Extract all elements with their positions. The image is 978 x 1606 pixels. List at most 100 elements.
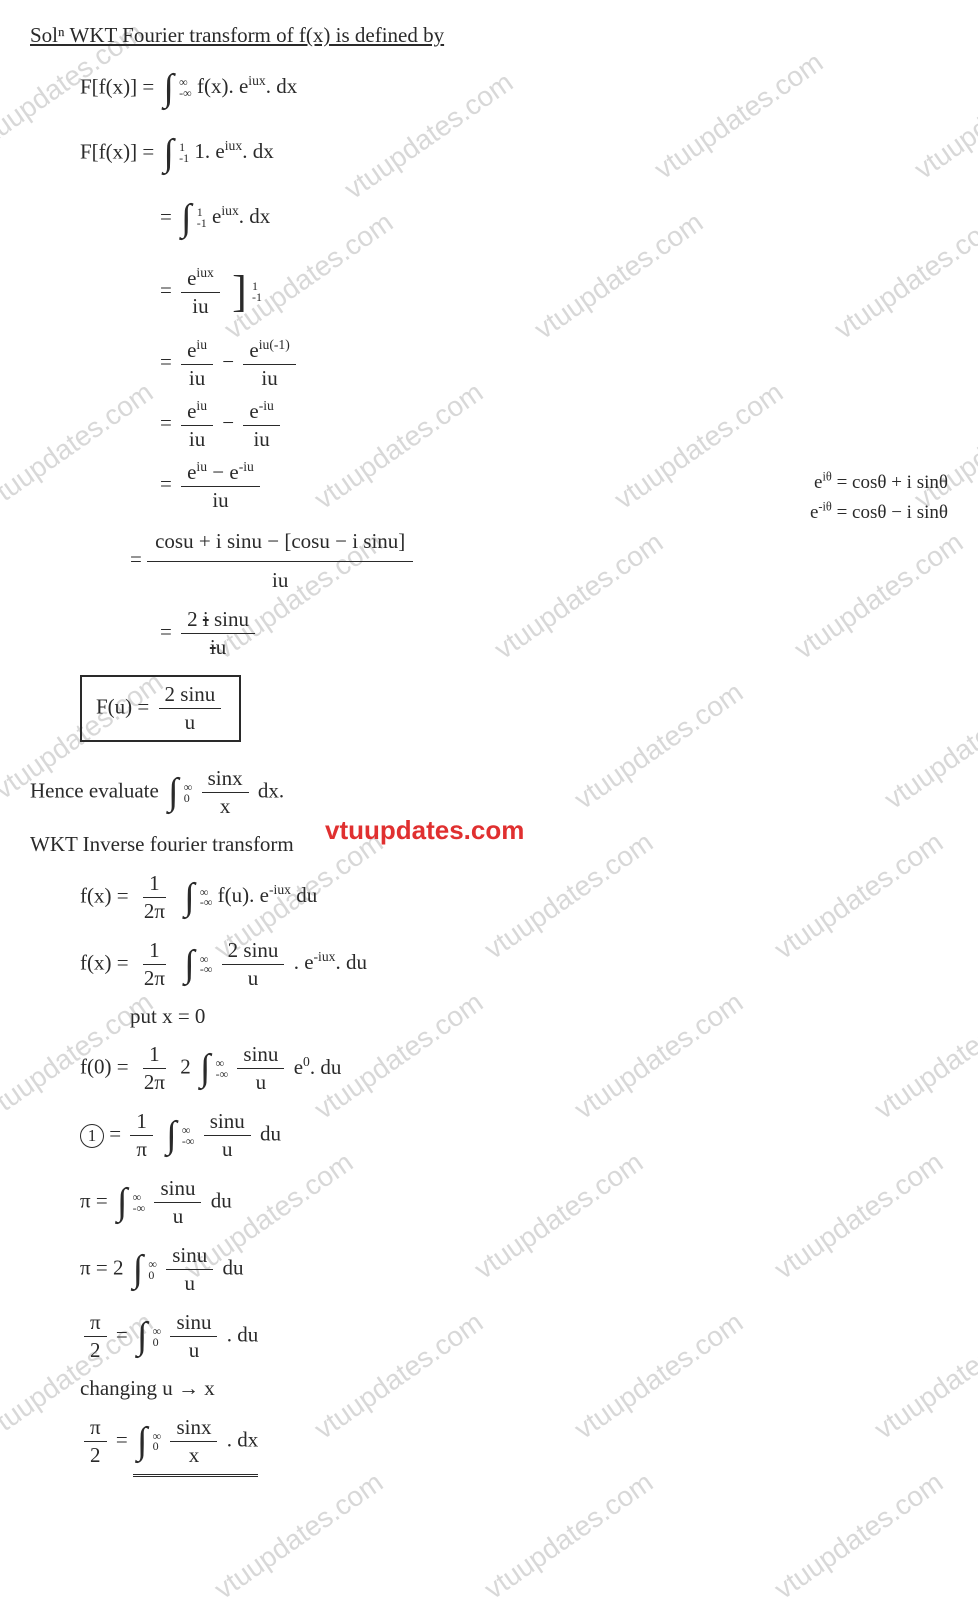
rhs: . dx [227, 1427, 259, 1451]
handwritten-content: Solⁿ WKT Fourier transform of f(x) is de… [0, 0, 978, 1505]
line-1: Solⁿ WKT Fourier transform of f(x) is de… [30, 20, 958, 52]
lhs: π = [80, 1189, 108, 1213]
line-7: = eiu iu − e-iu iu [30, 398, 958, 451]
fraction: 1 2π [138, 1043, 171, 1094]
denominator: 2π [138, 1069, 171, 1094]
lhs: f(0) = [80, 1055, 129, 1079]
denominator: 2π [138, 965, 171, 990]
line-16: put x = 0 [30, 1001, 958, 1033]
line-11-boxed: F(u) = 2 sinu u [30, 669, 958, 748]
line-14: f(x) = 1 2π ∫ ∞-∞ f(u). e-iux du [30, 869, 958, 926]
int-limits: ∞-∞ [200, 887, 213, 909]
eq-rhs: f(x). eiux. dx [197, 74, 297, 98]
line-6: = eiu iu − eiu(-1) iu [30, 337, 958, 390]
denominator: u [250, 1069, 273, 1094]
equals: = [160, 471, 172, 495]
denominator: iu [186, 293, 214, 318]
rhs: f(u). e-iux du [218, 883, 318, 907]
rhs: du [260, 1122, 281, 1146]
final-answer: ∫ ∞0 sinx x . dx [133, 1413, 258, 1477]
line-10: = 2 i sinu iu [30, 608, 958, 659]
numerator: 1 [143, 939, 166, 965]
equals: = [160, 349, 172, 373]
dx: dx. [258, 779, 284, 803]
eq-rhs: eiux. dx [212, 204, 270, 228]
integral-symbol: ∫ [137, 1308, 147, 1365]
int-limits: ∞-∞ [216, 1058, 229, 1080]
line-15: f(x) = 1 2π ∫ ∞-∞ 2 sinu u . e-iux. du [30, 936, 958, 993]
integral-symbol: ∫ [168, 764, 178, 821]
hence-evaluate: Hence evaluate [30, 779, 159, 803]
denominator: iu [147, 562, 413, 597]
numerator: sinu [166, 1244, 213, 1270]
int-limits: ∞0 [153, 1326, 162, 1348]
integral-symbol: ∫ [164, 60, 174, 117]
eq-lhs: F[f(x)] = [80, 139, 154, 163]
rhs: . du [227, 1323, 259, 1347]
fraction: e-iu iu [243, 398, 279, 451]
denominator: 2 [84, 1337, 107, 1362]
int-limits: ∞0 [148, 1259, 157, 1281]
int-limits: ∞-∞ [200, 954, 213, 976]
fraction: 1 2π [138, 872, 171, 923]
equals: = [116, 1323, 128, 1347]
integral-symbol: ∫ [184, 869, 194, 926]
fraction: 2 sinu u [159, 683, 222, 734]
integral-symbol: ∫ [117, 1174, 127, 1231]
numerator: cosu + i sinu − [cosu − i sinu] [147, 526, 413, 562]
fraction: π 2 [84, 1311, 107, 1362]
denominator: x [214, 793, 237, 818]
bracket-limits: 1-1 [252, 281, 262, 303]
denominator: u [242, 965, 265, 990]
rhs: du [211, 1189, 232, 1213]
denominator: iu [255, 365, 283, 390]
line-20: π = 2 ∫ ∞0 sinu u du [30, 1241, 958, 1298]
denominator: 2 [84, 1442, 107, 1467]
numerator: e-iu [243, 398, 279, 426]
fraction: sinu u [170, 1311, 217, 1362]
numerator: 1 [143, 872, 166, 898]
fraction: eiu − e-iu iu [181, 459, 260, 512]
integral-symbol: ∫ [133, 1241, 143, 1298]
equals: = [160, 204, 172, 228]
numerator: sinu [170, 1311, 217, 1337]
numerator: π [84, 1416, 107, 1442]
numerator: 1 [130, 1110, 153, 1136]
fraction-long: cosu + i sinu − [cosu − i sinu] iu [147, 526, 413, 596]
int-limits: ∞0 [153, 1431, 162, 1453]
denominator: u [179, 709, 202, 734]
fraction: sinx x [170, 1416, 217, 1467]
numerator: eiu(-1) [243, 337, 295, 365]
int-limits: ∞-∞ [182, 1125, 195, 1147]
numerator: π [84, 1311, 107, 1337]
line-4: = ∫ 1-1 eiux. dx [30, 190, 958, 247]
lhs: f(x) = [80, 883, 129, 907]
int-limits: ∞-∞ [133, 1192, 146, 1214]
red-watermark: vtuupdates.com [325, 815, 524, 846]
denominator: iu [247, 426, 275, 451]
integral-symbol: ∫ [184, 936, 194, 993]
line-2: F[f(x)] = ∫ ∞-∞ f(x). eiux. dx [30, 60, 958, 117]
fraction: 2 sinu u [222, 939, 285, 990]
fraction: sinu u [166, 1244, 213, 1295]
minus: − [222, 349, 234, 373]
equals: = [116, 1427, 128, 1451]
numerator: eiu [181, 337, 213, 365]
numerator: sinx [202, 767, 249, 793]
line-12: Hence evaluate ∫ ∞0 sinx x dx. [30, 764, 958, 821]
rhs: . e-iux. du [294, 950, 367, 974]
denominator: u [167, 1203, 190, 1228]
put-x-zero: put x = 0 [130, 1004, 205, 1028]
int-limits: 1-1 [197, 207, 207, 229]
fraction: 1 2π [138, 939, 171, 990]
line-23: π 2 = ∫ ∞0 sinx x . dx [30, 1413, 958, 1477]
line-8: = eiu − e-iu iu [30, 459, 958, 512]
denominator: iu [183, 426, 211, 451]
fraction: 2 i sinu iu [181, 608, 255, 659]
line-21: π 2 = ∫ ∞0 sinu u . du [30, 1308, 958, 1365]
numerator: eiux [181, 265, 220, 293]
numerator: eiu [181, 398, 213, 426]
lhs: π = 2 [80, 1256, 123, 1280]
fraction: sinu u [204, 1110, 251, 1161]
fraction: eiux iu [181, 265, 220, 318]
